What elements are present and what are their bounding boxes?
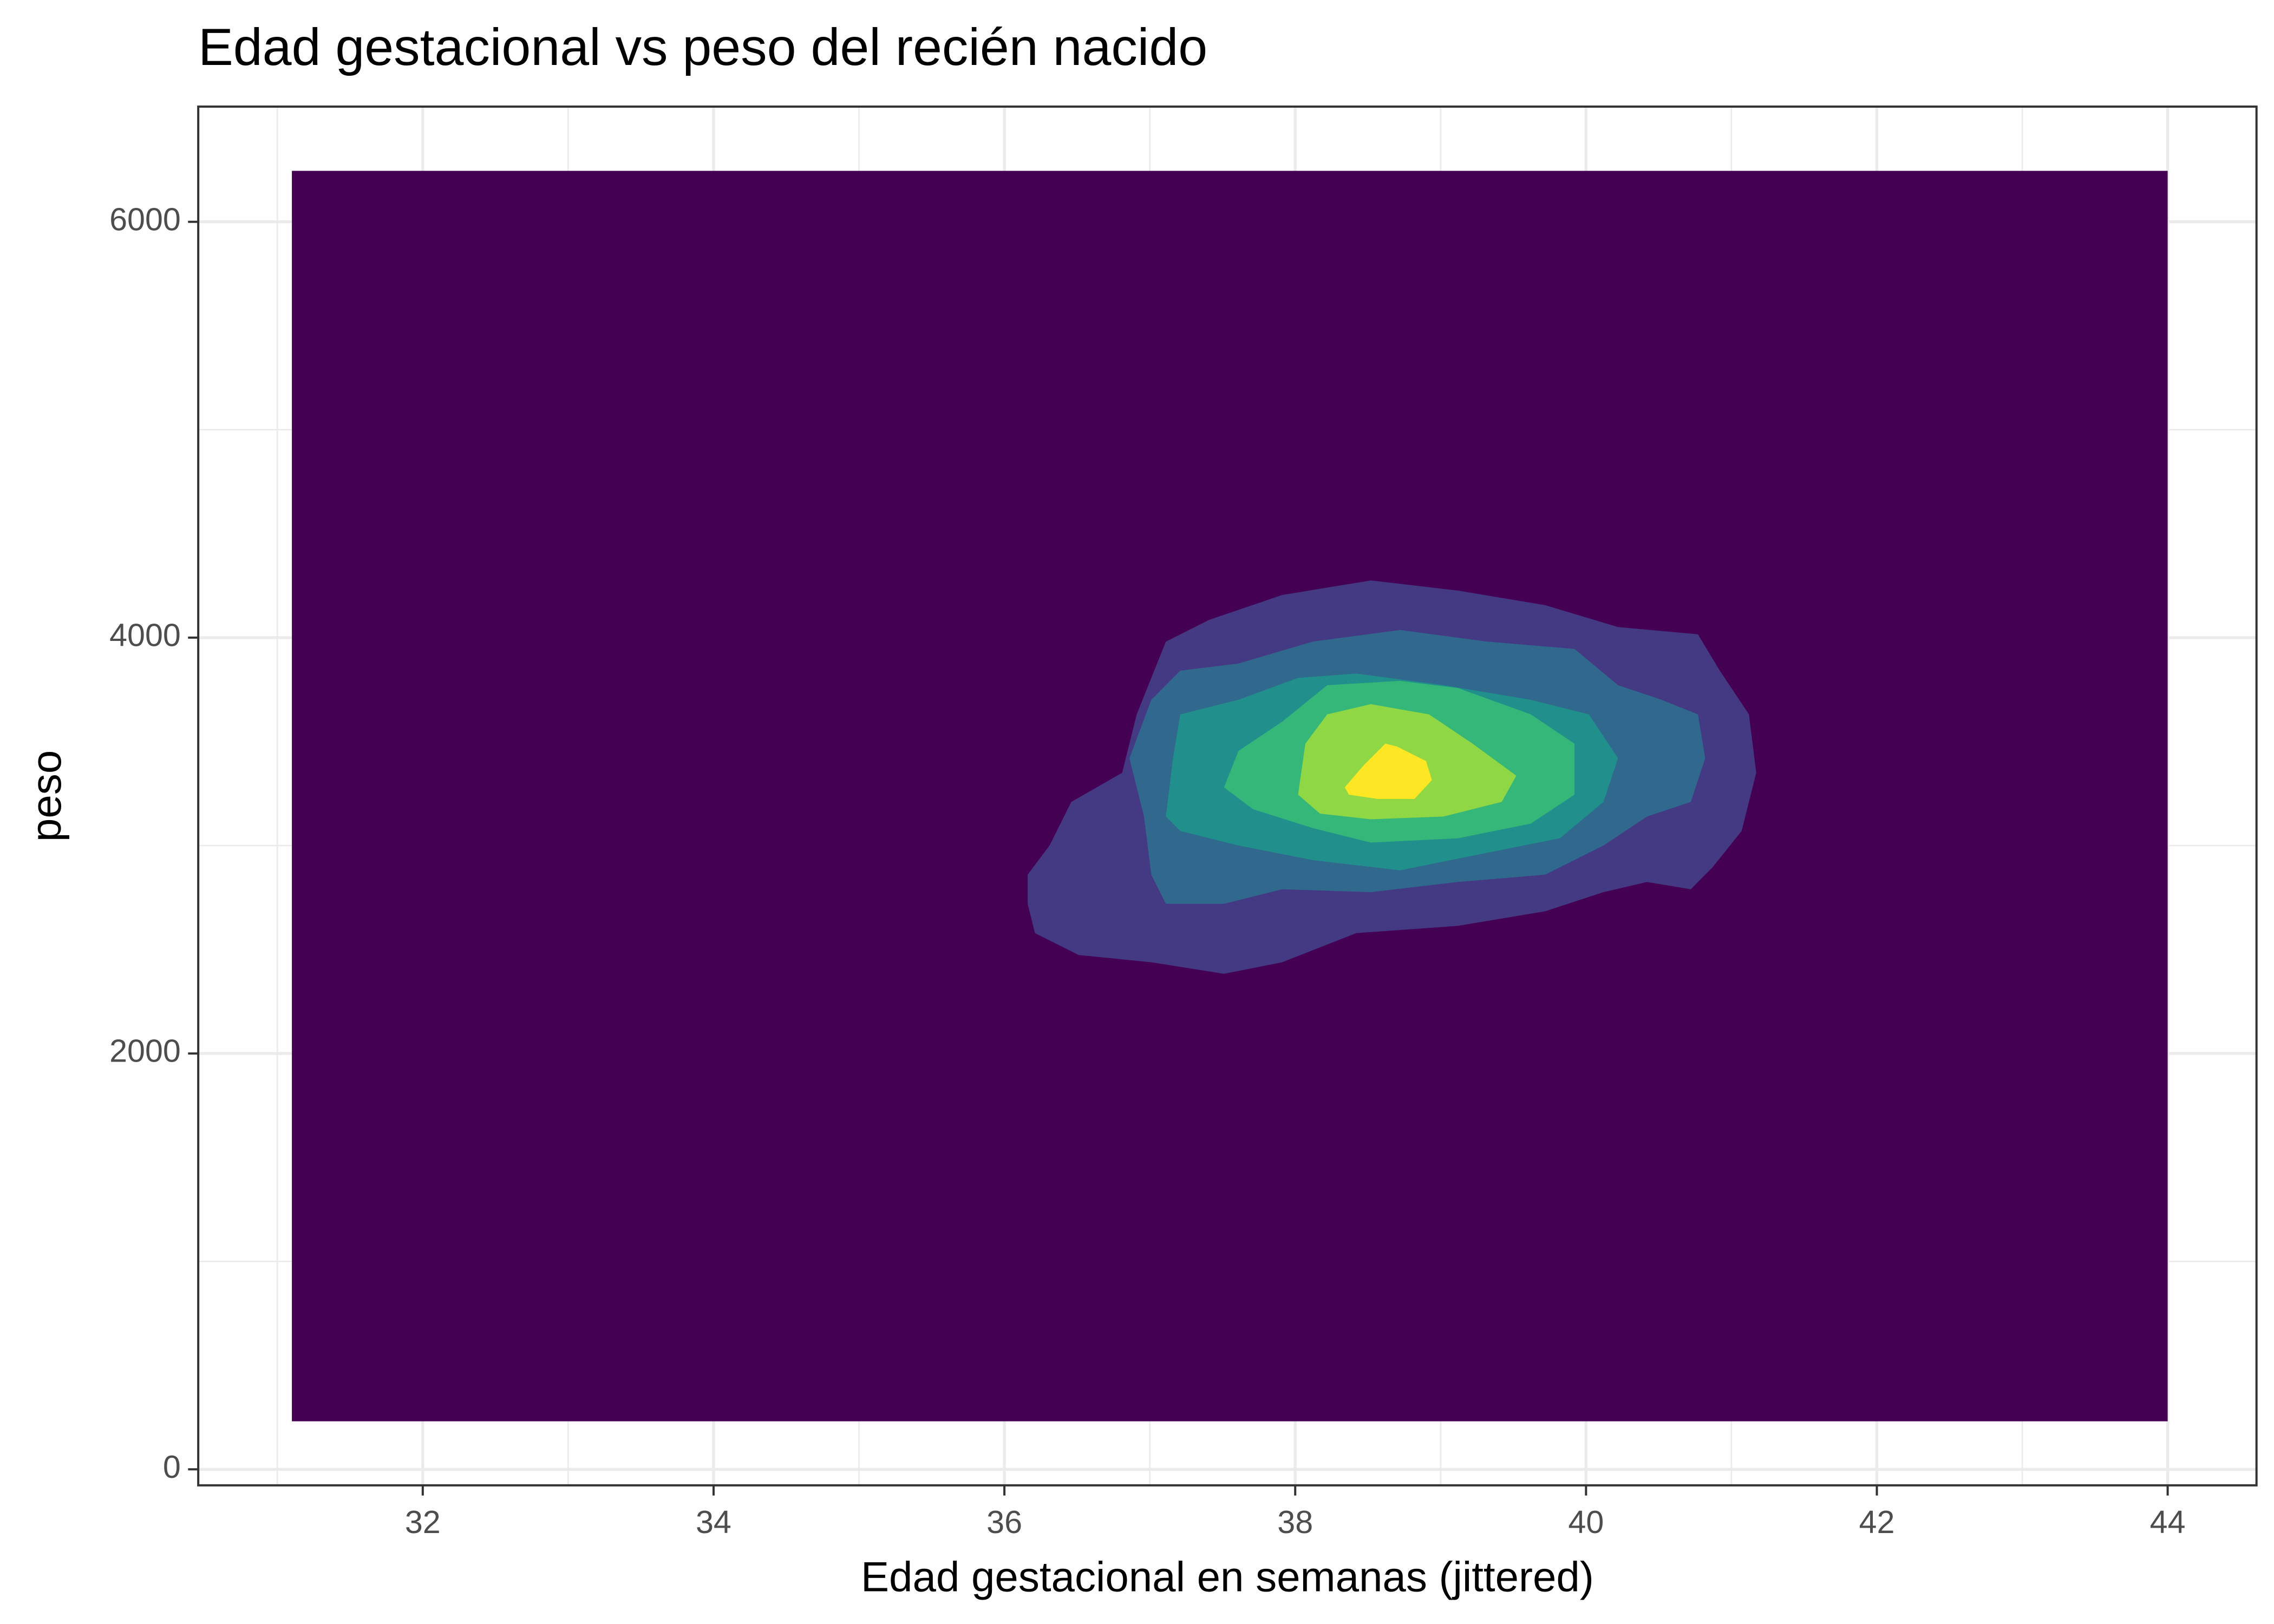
panel-border — [197, 105, 2258, 1487]
x-tick-label: 42 — [1859, 1504, 1895, 1540]
y-tick-label: 4000 — [109, 617, 181, 653]
x-axis-title: Edad gestacional en semanas (jittered) — [861, 1553, 1594, 1600]
x-tick-label: 44 — [2150, 1504, 2186, 1540]
y-tick-label: 2000 — [109, 1033, 181, 1069]
y-tick-label: 0 — [163, 1449, 181, 1485]
x-tick-label: 40 — [1568, 1504, 1604, 1540]
y-tick-label: 6000 — [109, 201, 181, 237]
y-axis-title: peso — [22, 750, 70, 842]
x-tick-label: 38 — [1277, 1504, 1313, 1540]
chart-title: Edad gestacional vs peso del recién naci… — [198, 17, 1207, 76]
x-tick-label: 32 — [405, 1504, 441, 1540]
axes: 32 34 36 38 40 42 44 0 2000 4000 6000 — [109, 201, 2185, 1540]
plot-area — [292, 171, 2168, 1422]
x-tick-label: 34 — [696, 1504, 731, 1540]
density-contour — [1344, 743, 1432, 800]
x-tick-label: 36 — [986, 1504, 1022, 1540]
